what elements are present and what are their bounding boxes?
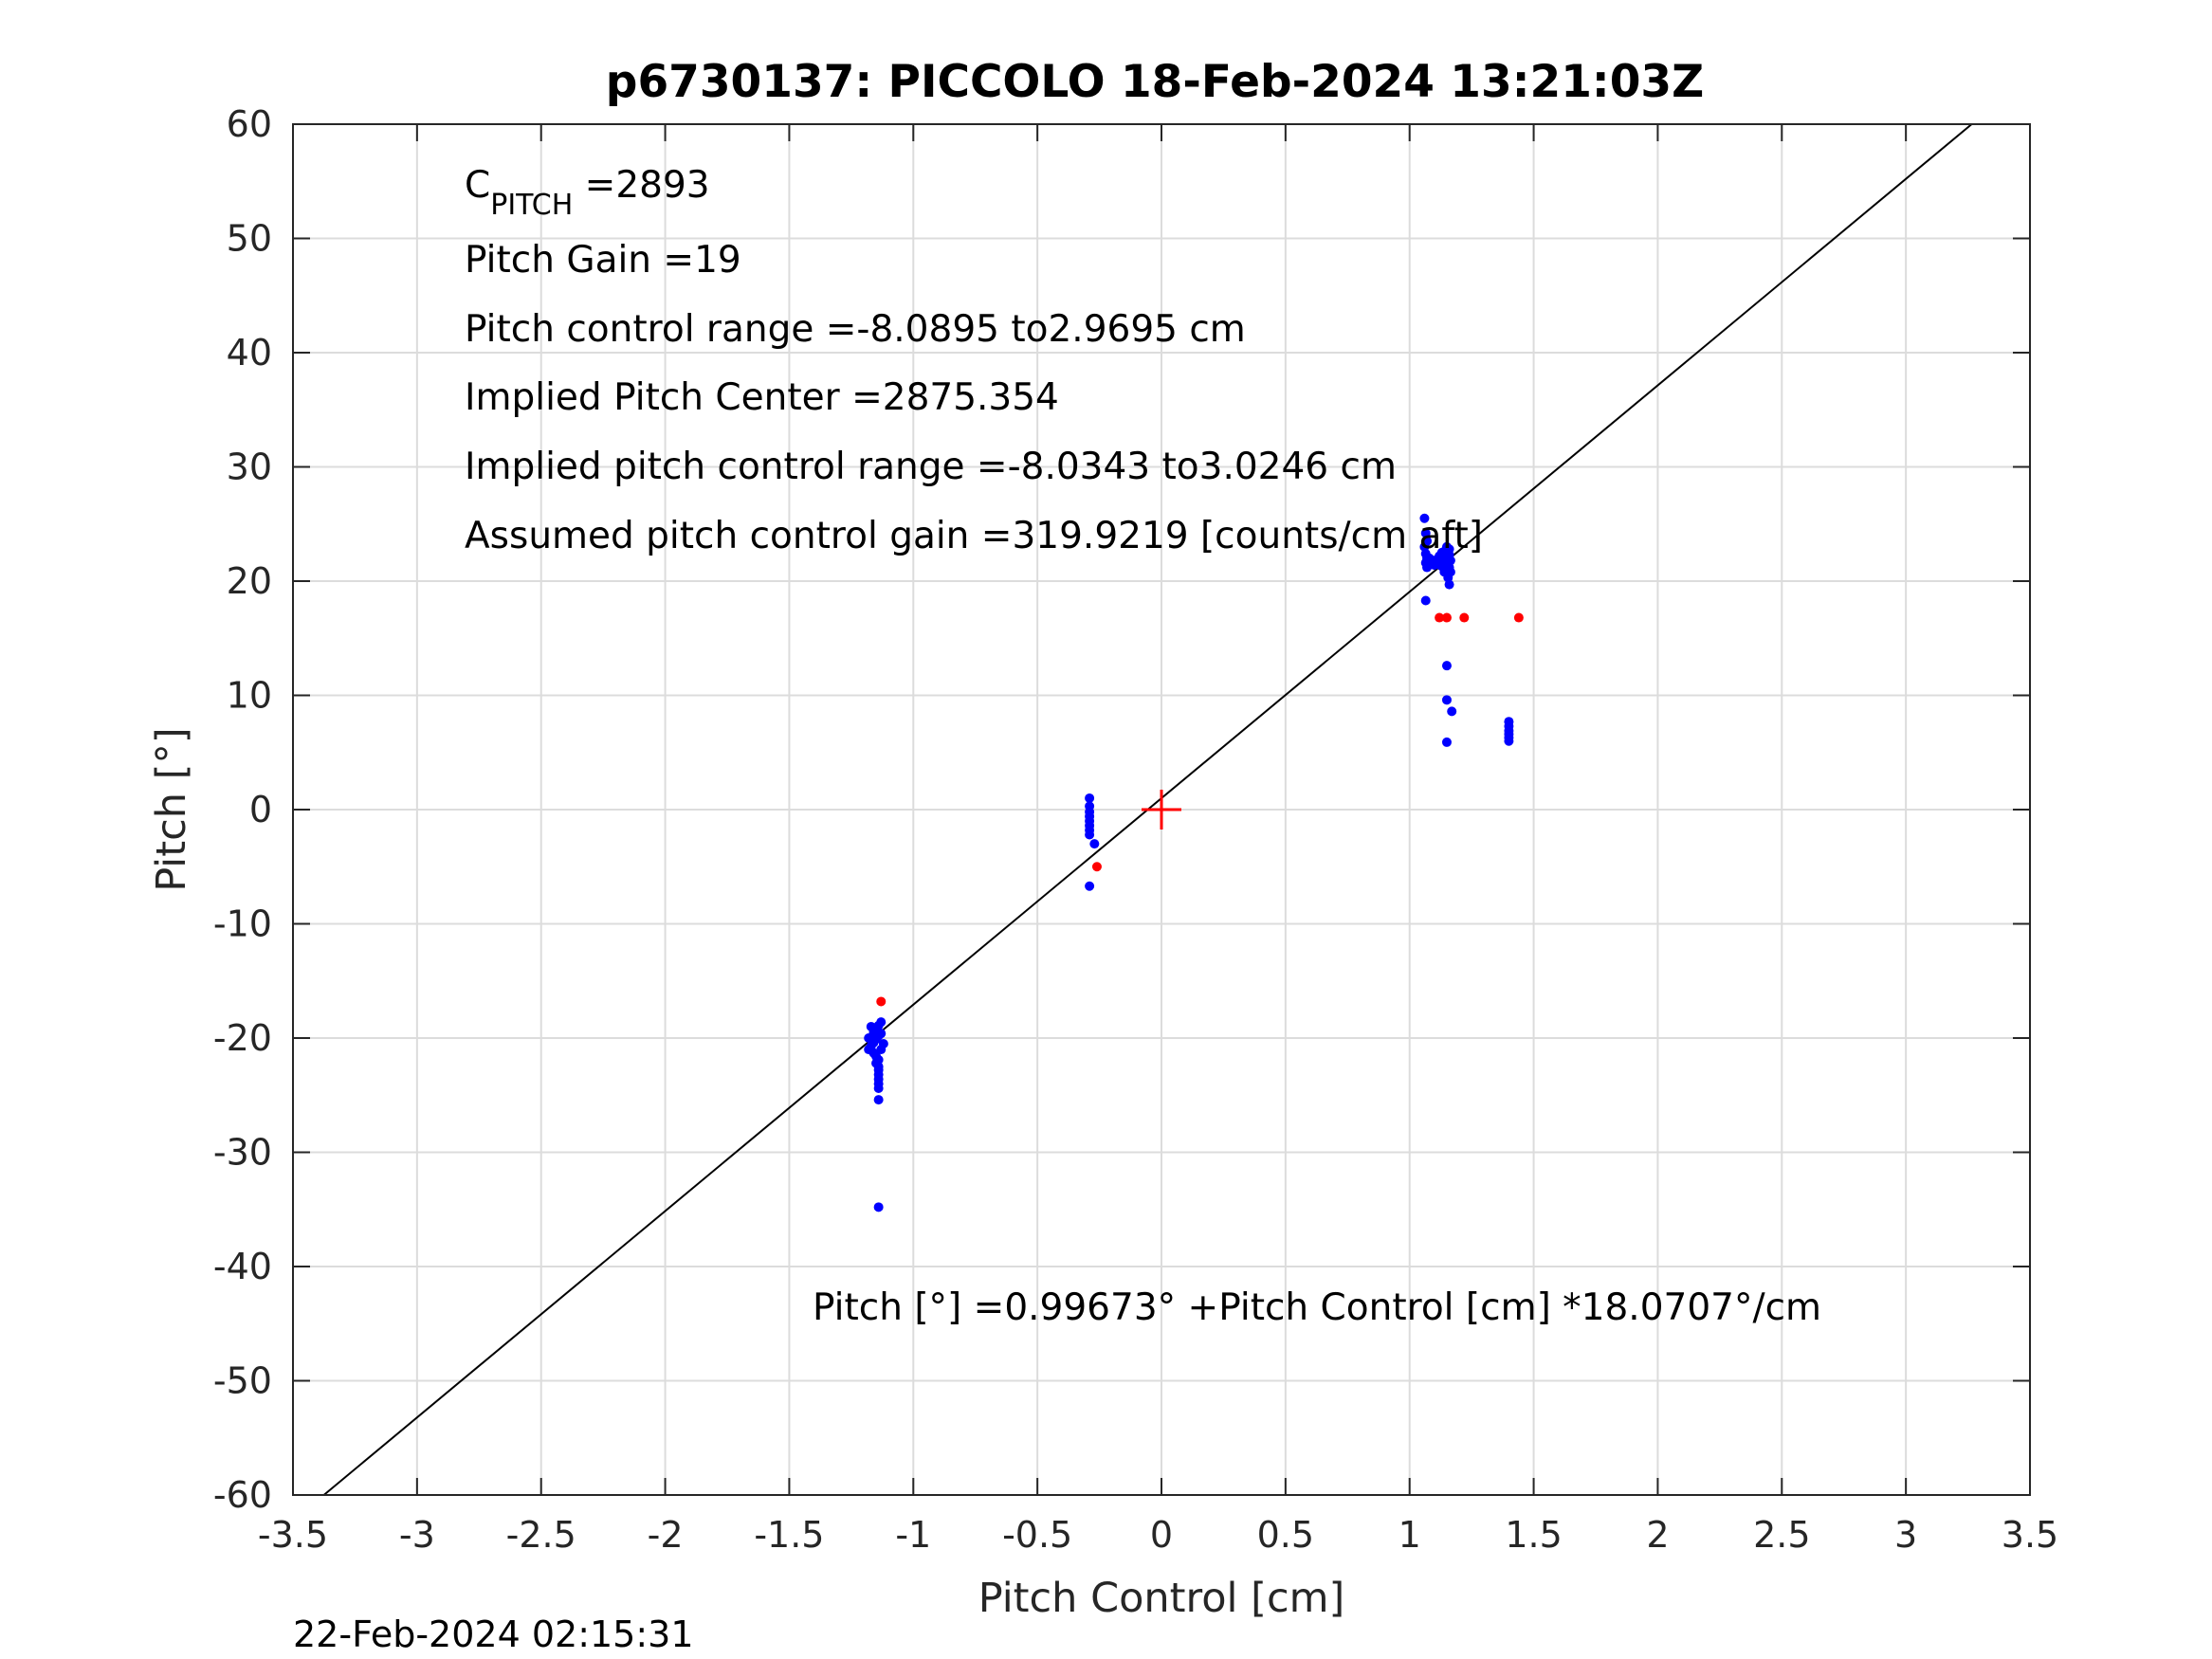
x-tick-label: 0.5 xyxy=(1257,1514,1314,1556)
y-tick-label: -30 xyxy=(213,1132,272,1174)
blue-data-point xyxy=(864,1033,874,1043)
y-tick-label: -50 xyxy=(213,1360,272,1402)
x-tick-label: -1.5 xyxy=(754,1514,824,1556)
x-tick-label: 0 xyxy=(1150,1514,1173,1556)
y-tick-label: 30 xyxy=(227,447,272,488)
annotation-line: Implied Pitch Center =2875.354 xyxy=(465,376,1059,419)
x-tick-label: -3 xyxy=(399,1514,435,1556)
blue-data-point xyxy=(1089,839,1100,849)
y-tick-label: 10 xyxy=(227,675,272,717)
x-tick-label: 2.5 xyxy=(1753,1514,1810,1556)
x-tick-labels: -3.5 -3 -2.5 -2 -1.5 -1 -0.5 0 0.5 1 1.5 2 2.5 3 3.5 xyxy=(258,1514,2058,1556)
blue-data-point xyxy=(1441,695,1452,705)
y-tick-label: 40 xyxy=(227,332,272,374)
x-tick-label: -1 xyxy=(895,1514,931,1556)
y-tick-label: -20 xyxy=(213,1017,272,1059)
x-axis-label: Pitch Control [cm] xyxy=(978,1575,1345,1622)
chart-title: p6730137: PICCOLO 18-Feb-2024 13:21:03Z xyxy=(606,56,1704,108)
blue-data-point xyxy=(873,1095,884,1105)
axis-ticks xyxy=(292,123,2031,1496)
x-tick-label: 1.5 xyxy=(1505,1514,1562,1556)
center-marker-layer xyxy=(1142,790,1181,830)
annotation-line: Assumed pitch control gain =319.9219 [co… xyxy=(465,515,1483,557)
red-data-point xyxy=(1435,612,1445,623)
blue-data-point xyxy=(1441,661,1452,671)
fit-equation: Pitch [°] =0.99673° +Pitch Control [cm] … xyxy=(813,1286,1821,1329)
blue-data-point xyxy=(873,1202,884,1212)
x-tick-label: 2 xyxy=(1646,1514,1669,1556)
blue-data-point xyxy=(1085,830,1095,840)
blue-data-point xyxy=(1445,556,1455,566)
y-tick-label: -60 xyxy=(213,1474,272,1516)
red-data-point xyxy=(1091,862,1102,872)
y-tick-label: 50 xyxy=(227,218,272,260)
red-data-point xyxy=(1513,612,1524,623)
blue-data-point xyxy=(1424,553,1435,563)
y-axis-label: Pitch [°] xyxy=(148,727,195,891)
x-tick-label: 3 xyxy=(1894,1514,1917,1556)
blue-data-point xyxy=(1436,561,1447,572)
x-tick-label: -3.5 xyxy=(258,1514,328,1556)
x-tick-label: 1 xyxy=(1398,1514,1421,1556)
blue-data-point xyxy=(866,1021,876,1031)
blue-data-point xyxy=(1504,736,1514,746)
blue-data-point xyxy=(876,1029,887,1039)
red-data-point xyxy=(1441,612,1452,623)
annotation-line: Pitch control range =-8.0895 to2.9695 cm xyxy=(465,308,1246,351)
blue-data-point xyxy=(1444,579,1454,590)
y-tick-label: -40 xyxy=(213,1246,272,1287)
annotation-line: Implied pitch control range =-8.0343 to3… xyxy=(465,446,1397,488)
blue-data-point xyxy=(1447,706,1457,717)
blue-data-point xyxy=(1419,513,1430,523)
annotation-line: CPITCH =2893 xyxy=(465,164,710,222)
x-tick-label: -2.5 xyxy=(506,1514,576,1556)
data-points xyxy=(864,513,1524,1212)
blue-data-point xyxy=(1085,793,1095,803)
blue-data-point xyxy=(1443,547,1453,557)
y-tick-label: 60 xyxy=(227,103,272,145)
y-tick-labels: -60 -50 -40 -30 -20 -10 0 10 20 30 40 50 60 xyxy=(213,103,272,1516)
y-tick-label: 20 xyxy=(227,560,272,602)
blue-data-point xyxy=(1085,881,1095,891)
red-data-point xyxy=(876,996,887,1007)
y-tick-label: 0 xyxy=(249,789,272,830)
axes-box xyxy=(292,123,2031,1496)
footer-timestamp: 22-Feb-2024 02:15:31 xyxy=(293,1613,694,1655)
annotation-block: CPITCH =2893 Pitch Gain =19 Pitch control … xyxy=(465,164,1483,557)
y-tick-label: -10 xyxy=(213,903,272,945)
annotation-line: Pitch Gain =19 xyxy=(465,239,741,282)
blue-data-point xyxy=(1420,595,1431,606)
red-data-point xyxy=(1459,612,1470,623)
x-tick-label: -2 xyxy=(648,1514,684,1556)
blue-data-point xyxy=(878,1039,888,1049)
plot-area xyxy=(292,123,2031,1496)
blue-data-point xyxy=(873,1084,884,1094)
x-tick-label: -0.5 xyxy=(1002,1514,1072,1556)
blue-data-point xyxy=(1441,737,1452,747)
x-tick-label: 3.5 xyxy=(2002,1514,2058,1556)
blue-data-point xyxy=(1420,528,1431,538)
